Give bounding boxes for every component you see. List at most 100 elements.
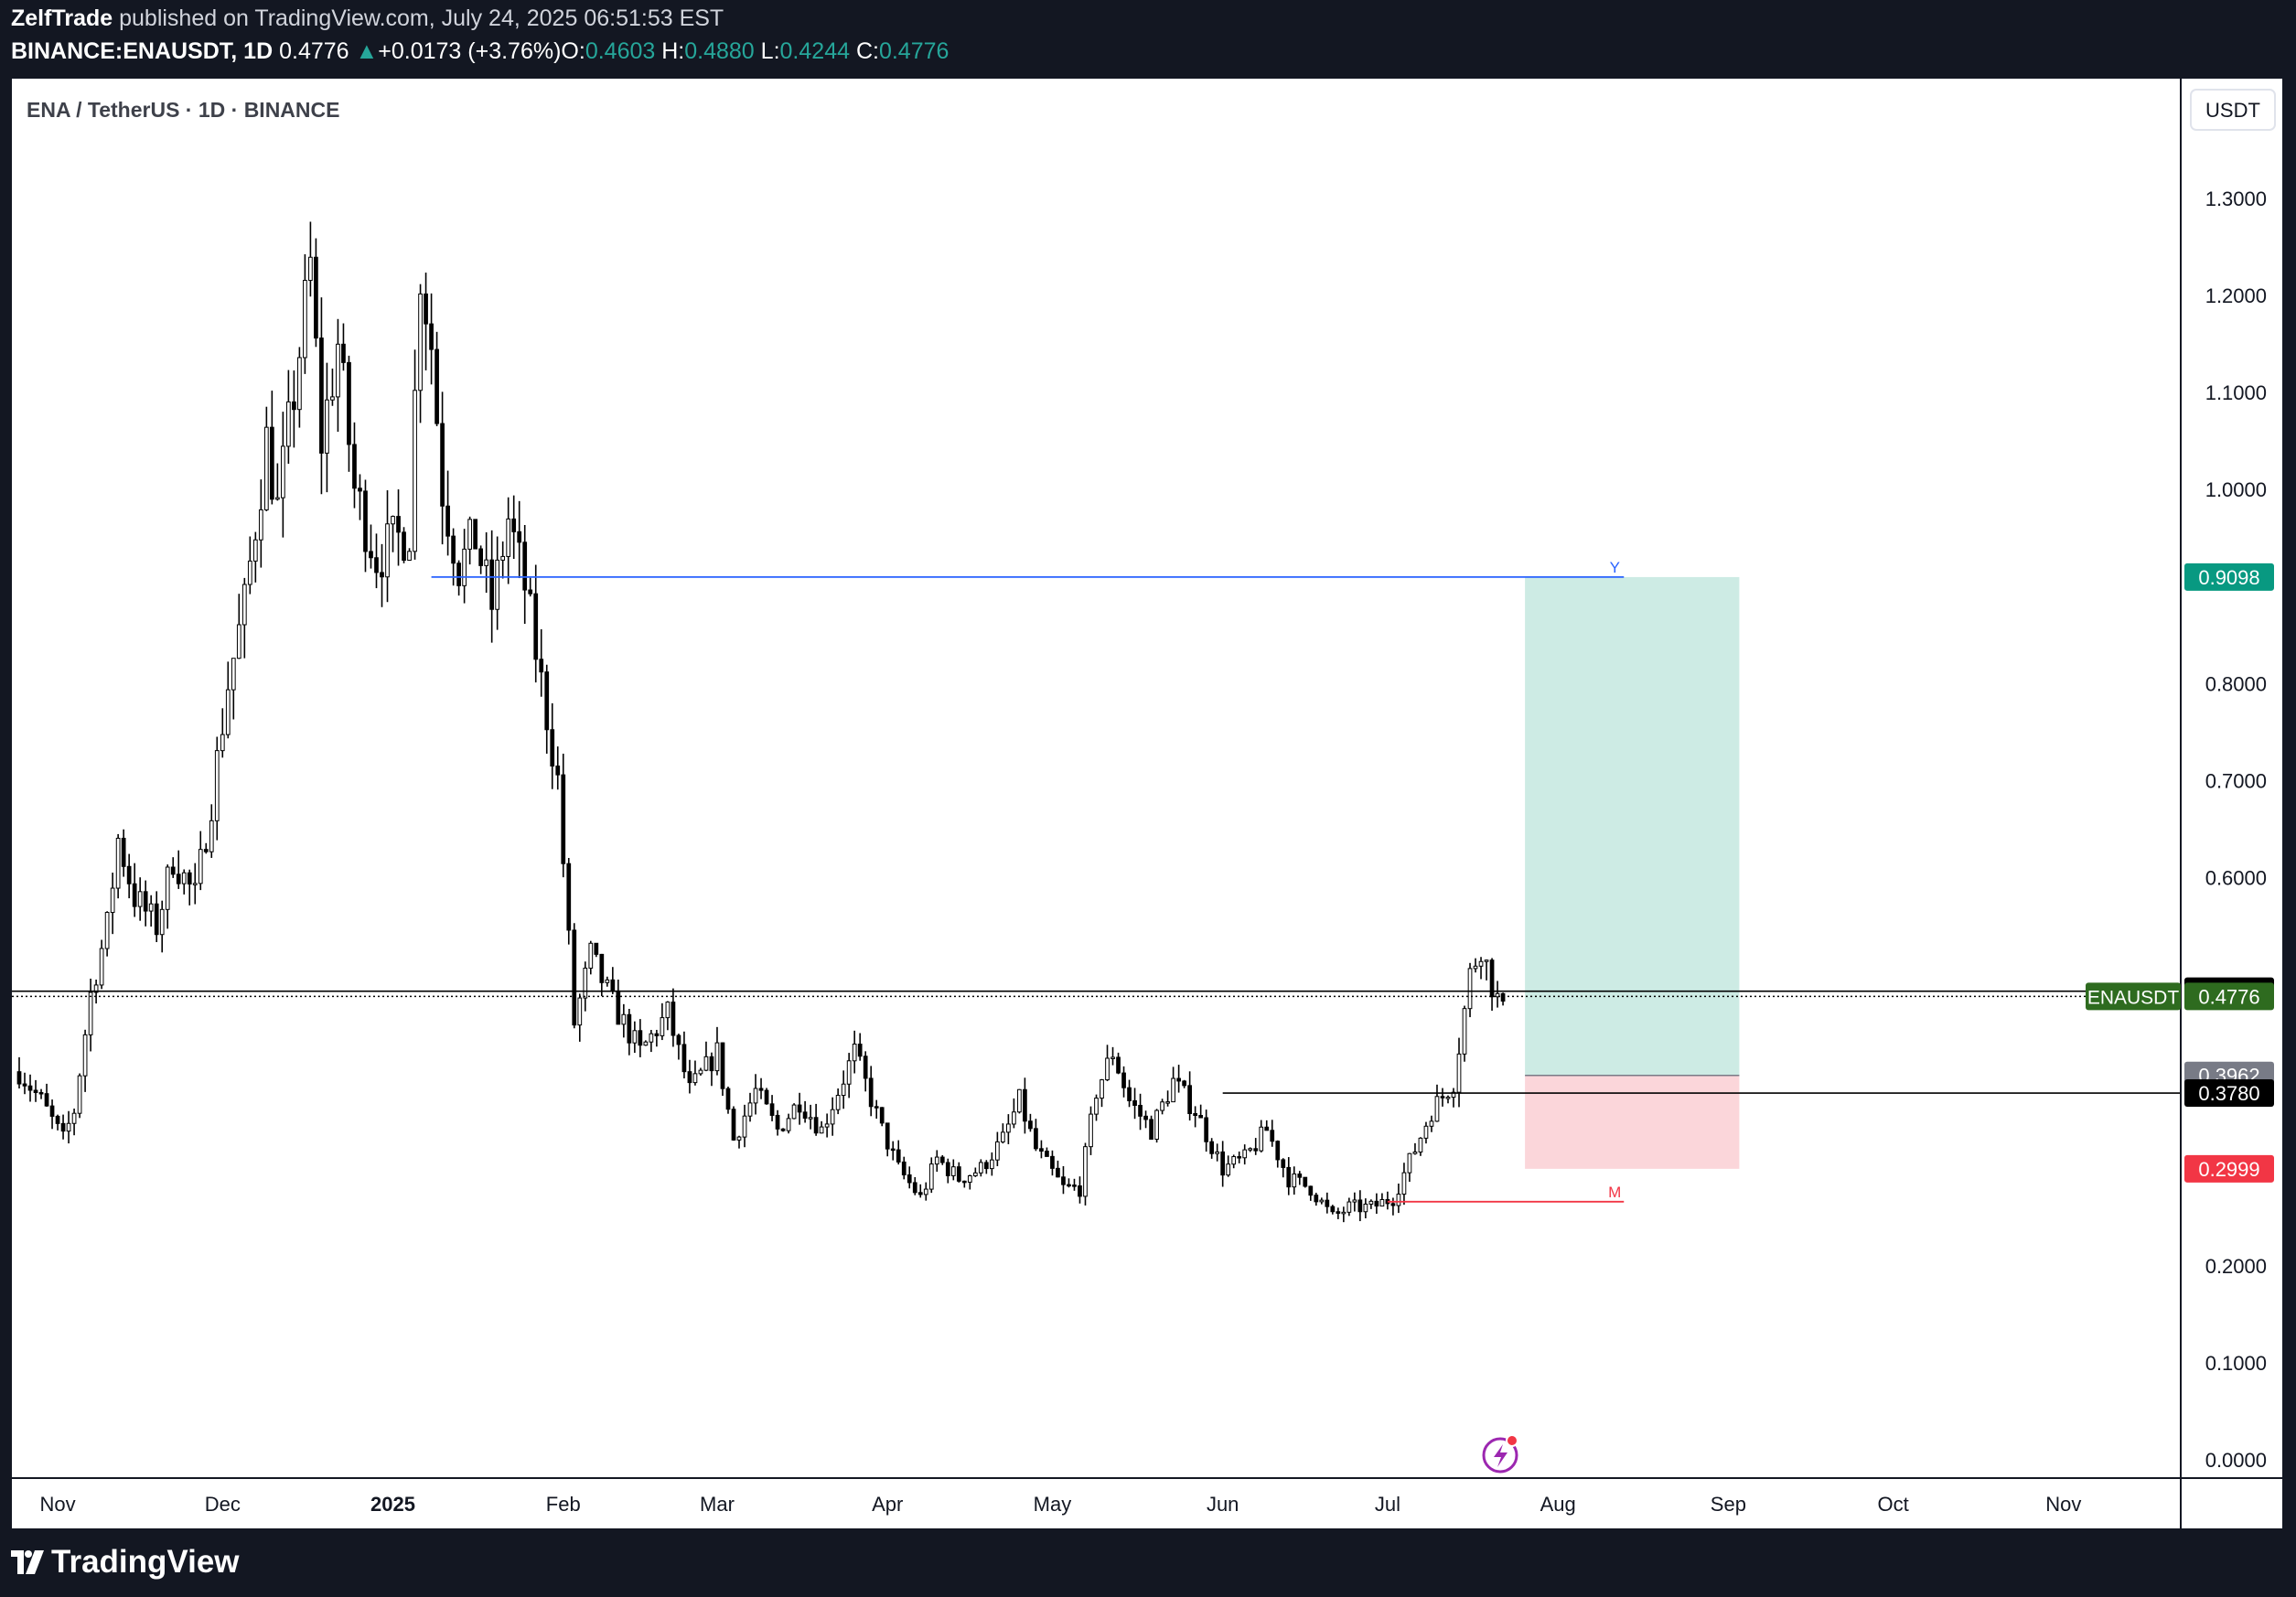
symbol-tag-text: ENAUSDT <box>2087 987 2180 1008</box>
candle-body <box>71 1112 77 1124</box>
candle-body <box>258 509 263 541</box>
candle-body <box>137 891 143 907</box>
position-zones[interactable] <box>1525 576 1740 1169</box>
tradingview-logo[interactable]: TradingView <box>11 1544 240 1581</box>
candle-body <box>939 1156 945 1163</box>
low-label: L: <box>760 38 780 64</box>
candle-body <box>192 883 198 885</box>
lightning-icon[interactable] <box>1482 1434 1518 1474</box>
candle-body <box>621 1013 627 1025</box>
candle-body <box>1368 1200 1374 1205</box>
price-tick: 0.0000 <box>2205 1449 2267 1472</box>
candle-body <box>632 1030 638 1044</box>
candle-body <box>1500 992 1506 1002</box>
candle-body <box>769 1103 775 1116</box>
candle-body <box>605 979 610 983</box>
candle-body <box>1484 959 1489 962</box>
candle-body <box>1292 1174 1297 1188</box>
candle-body <box>588 942 594 969</box>
candle-body <box>874 1106 879 1109</box>
candle-body <box>577 997 583 1026</box>
candle-body <box>1198 1114 1204 1119</box>
candle-body <box>967 1175 972 1183</box>
current-price-tag <box>2184 982 2274 1011</box>
candle-body <box>1495 992 1500 998</box>
candle-body <box>1440 1096 1445 1099</box>
candle-body <box>928 1163 934 1190</box>
current-price-text: 0.4776 <box>2198 985 2259 1008</box>
support-line-price-text: 0.3780 <box>2198 1082 2259 1105</box>
candle-body <box>297 357 302 411</box>
candle-body <box>1418 1137 1423 1152</box>
candle-body <box>165 866 170 910</box>
drawing-lines[interactable]: YM <box>12 559 2181 1203</box>
currency-button[interactable] <box>2190 89 2276 131</box>
candle-body <box>1346 1201 1352 1213</box>
candle-body <box>231 658 236 691</box>
candle-body <box>159 908 165 936</box>
candle-body <box>418 293 423 391</box>
candle-body <box>1429 1120 1434 1127</box>
candle-body <box>126 865 132 884</box>
candle-body <box>1100 1079 1104 1099</box>
candle-body <box>407 551 412 562</box>
candle-body <box>1171 1077 1175 1103</box>
target-zone[interactable] <box>1525 576 1740 1076</box>
candle-body <box>572 929 577 1026</box>
published-text: published on TradingView.com, July 24, 2… <box>119 5 724 31</box>
open-value: 0.4603 <box>585 38 656 64</box>
candle-body <box>203 849 209 852</box>
candle-body <box>725 1088 731 1110</box>
candle-body <box>121 837 126 867</box>
candle-body <box>830 1109 835 1125</box>
candle-body <box>1314 1195 1319 1203</box>
candle-body <box>115 837 121 889</box>
candle-body <box>424 293 428 325</box>
candle-body <box>330 396 335 401</box>
candle-body <box>1160 1101 1164 1111</box>
time-axis[interactable]: Nov Dec 2025 Feb Mar Apr May Jun Jul Aug Sep Oct Nov <box>39 1493 2081 1516</box>
candle-body <box>1017 1088 1022 1113</box>
candle-body <box>665 1002 671 1019</box>
candle-body <box>314 256 318 339</box>
candle-body <box>649 1033 654 1043</box>
candle-body <box>358 488 362 492</box>
time-tick: Dec <box>205 1493 241 1516</box>
last-price: 0.4776 <box>279 38 349 64</box>
price-labels: 0.90980.39620.29990.48300.4776ENAUSDT0.3… <box>2086 563 2274 1183</box>
candle-body <box>506 518 511 557</box>
candle-body <box>22 1083 27 1087</box>
candle-body <box>720 1042 725 1089</box>
up-arrow-icon: ▲ <box>355 38 379 64</box>
candle-body <box>550 729 555 767</box>
candle-body <box>1352 1199 1357 1203</box>
candle-body <box>1138 1104 1143 1117</box>
candle-body <box>1215 1151 1220 1154</box>
candle-body <box>1341 1211 1346 1215</box>
stop-zone[interactable] <box>1525 1075 1740 1169</box>
time-tick: May <box>1034 1493 1072 1516</box>
candle-body <box>198 849 203 884</box>
stop-price-text: 0.2999 <box>2198 1158 2259 1181</box>
price-chart[interactable]: YM 1.30001.20001.10001.00000.80000.70000… <box>12 79 2282 1528</box>
candle-body <box>802 1111 808 1120</box>
candle-body <box>143 891 148 912</box>
time-tick: Nov <box>39 1493 75 1516</box>
candle-body <box>638 1030 643 1046</box>
candle-body <box>1489 959 1495 998</box>
candle-body <box>780 1128 786 1131</box>
candle-body <box>698 1069 703 1075</box>
candle-body <box>1253 1148 1259 1152</box>
publish-info: ZelfTrade published on TradingView.com, … <box>11 5 724 32</box>
price-axis[interactable]: 1.3000 1.2000 1.1000 1.0000 0.8000 0.7000 0.60… <box>2205 188 2267 1472</box>
candle-body <box>319 338 324 454</box>
candle-body <box>1270 1130 1275 1142</box>
candle-body <box>671 1002 676 1036</box>
candle-body <box>907 1174 912 1184</box>
candle-body <box>341 343 346 363</box>
candle-body <box>93 984 99 993</box>
candle-body <box>1237 1156 1242 1159</box>
candle-body <box>912 1182 917 1194</box>
author-name[interactable]: ZelfTrade <box>11 5 113 31</box>
